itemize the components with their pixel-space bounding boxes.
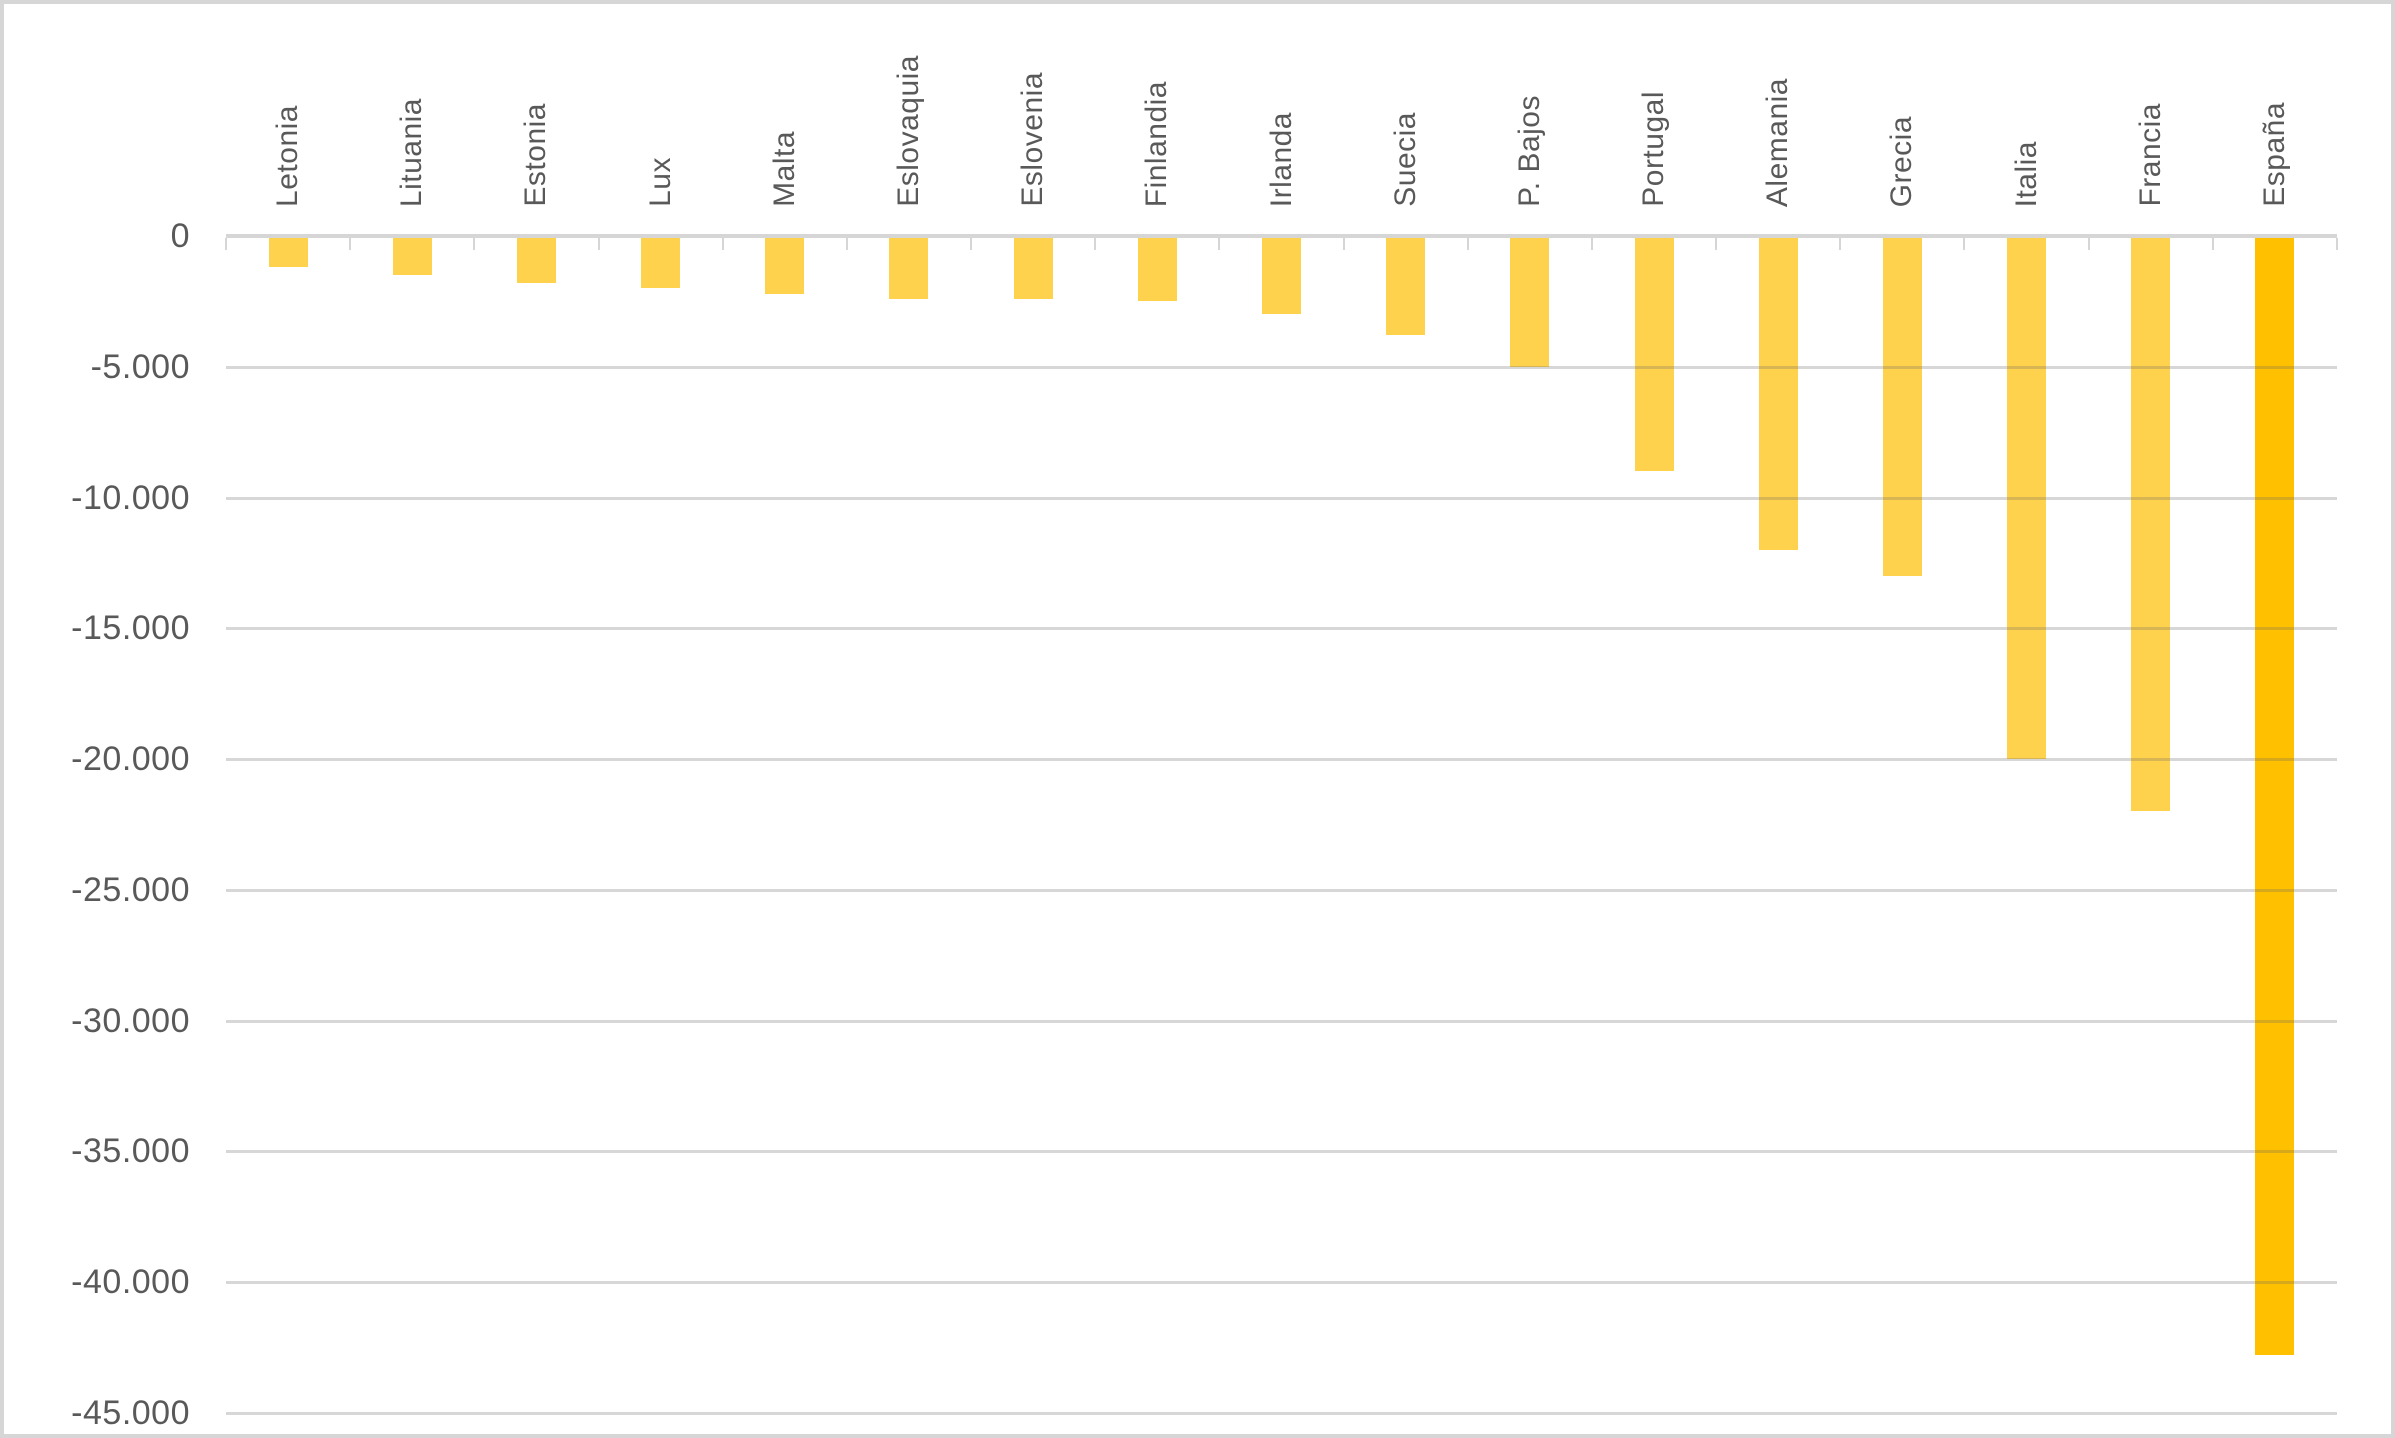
x-category-label-eslovenia: Eslovenia (1016, 72, 1049, 207)
gridline-40-000 (226, 1281, 2337, 1284)
x-category-label-slot: Finlandia (1127, 0, 1187, 207)
x-category-label-irlanda: Irlanda (1265, 111, 1298, 207)
bar-finlandia (1138, 238, 1177, 301)
x-axis-tick (349, 238, 351, 250)
gridline-15-000 (226, 627, 2337, 630)
x-category-label-italia: Italia (2010, 140, 2043, 207)
x-category-label-slot: Eslovenia (1003, 0, 1063, 207)
x-category-label-suecia: Suecia (1389, 112, 1422, 207)
x-category-label-slot: Eslovaquia (879, 0, 939, 207)
x-axis-zero-line (226, 234, 2337, 238)
bar-malta (765, 238, 804, 294)
x-axis-tick (2212, 238, 2214, 250)
x-category-label-slot: Estonia (506, 0, 566, 207)
x-category-label-slot: Alemania (1748, 0, 1808, 207)
bar-suecia (1386, 238, 1425, 335)
y-tick-label-35-000: -35.000 (71, 1132, 190, 1170)
x-category-label-finlandia: Finlandia (1140, 80, 1173, 207)
gridline-5-000 (226, 366, 2337, 369)
x-category-label-slot: Lituania (382, 0, 442, 207)
x-category-label-grecia: Grecia (1885, 115, 1918, 207)
x-category-label-portugal: Portugal (1637, 91, 1670, 207)
bar-lux (641, 238, 680, 288)
x-category-label-slot: Letonia (258, 0, 318, 207)
x-category-label-malta: Malta (768, 131, 801, 207)
bar-alemania (1759, 238, 1798, 550)
bar-eslovenia (1014, 238, 1053, 299)
gridline-10-000 (226, 497, 2337, 500)
x-axis-tick (473, 238, 475, 250)
x-category-label-slot: Portugal (1624, 0, 1684, 207)
x-category-label-lituania: Lituania (395, 97, 428, 207)
bar-estonia (517, 238, 556, 283)
bar-eslovaquia (889, 238, 928, 299)
x-category-label-slot: Malta (755, 0, 815, 207)
x-axis-tick (598, 238, 600, 250)
x-axis-tick (1591, 238, 1593, 250)
x-axis-tick (846, 238, 848, 250)
x-category-label-estonia: Estonia (519, 103, 552, 207)
y-tick-label-45-000: -45.000 (71, 1394, 190, 1432)
x-category-label-slot: Suecia (1376, 0, 1436, 207)
x-axis-tick (225, 238, 227, 250)
x-axis-tick (1839, 238, 1841, 250)
y-tick-label-15-000: -15.000 (71, 609, 190, 647)
bar-grecia (1883, 238, 1922, 576)
x-category-label-slot: Irlanda (1252, 0, 1312, 207)
x-axis-tick (1218, 238, 1220, 250)
x-axis-tick (970, 238, 972, 250)
x-axis-tick (1963, 238, 1965, 250)
x-category-label-eslovaquia: Eslovaquia (892, 55, 925, 207)
bar-irlanda (1262, 238, 1301, 314)
x-axis-tick (1467, 238, 1469, 250)
gridline-25-000 (226, 889, 2337, 892)
x-category-label-slot: Francia (2121, 0, 2181, 207)
bar-italia (2007, 238, 2046, 759)
gridline-30-000 (226, 1020, 2337, 1023)
x-axis-tick (1715, 238, 1717, 250)
bar-portugal (1635, 238, 1674, 471)
x-category-label-lux: Lux (644, 157, 677, 207)
y-tick-label-40-000: -40.000 (71, 1263, 190, 1301)
gridline-35-000 (226, 1150, 2337, 1153)
x-category-label-slot: Lux (631, 0, 691, 207)
bar-francia (2131, 238, 2170, 811)
x-axis-tick (722, 238, 724, 250)
bar-lituania (393, 238, 432, 275)
x-category-label-francia: Francia (2134, 103, 2167, 207)
y-tick-label-30-000: -30.000 (71, 1002, 190, 1040)
gridline-20-000 (226, 758, 2337, 761)
y-tick-label-20-000: -20.000 (71, 740, 190, 778)
x-category-label-p-bajos: P. Bajos (1513, 95, 1546, 207)
x-category-label-slot: Grecia (1872, 0, 1932, 207)
x-axis-tick (1343, 238, 1345, 250)
x-axis-tick (2336, 238, 2338, 250)
bar-p-bajos (1510, 238, 1549, 367)
gridline-45-000 (226, 1412, 2337, 1415)
y-tick-label-25-000: -25.000 (71, 871, 190, 909)
x-axis-tick (2088, 238, 2090, 250)
x-category-label-alemania: Alemania (1761, 77, 1794, 207)
bar-letonia (269, 238, 308, 267)
x-category-label-espa-a: España (2258, 102, 2291, 207)
x-category-label-slot: España (2245, 0, 2305, 207)
x-category-label-slot: Italia (1997, 0, 2057, 207)
y-tick-label-0: 0 (170, 217, 190, 255)
x-category-label-letonia: Letonia (271, 105, 304, 207)
x-category-label-slot: P. Bajos (1500, 0, 1560, 207)
y-tick-label-5-000: -5.000 (90, 348, 190, 386)
x-axis-tick (1094, 238, 1096, 250)
bar-espa-a (2255, 238, 2294, 1355)
y-tick-label-10-000: -10.000 (71, 479, 190, 517)
